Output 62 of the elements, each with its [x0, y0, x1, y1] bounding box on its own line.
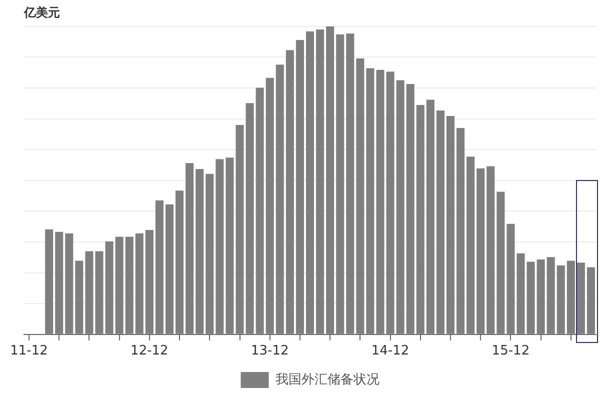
bar [246, 103, 254, 334]
x-tick-label: 11-12 [10, 344, 48, 359]
bar [566, 260, 575, 334]
bar [196, 169, 204, 334]
bar [456, 128, 465, 334]
bar [396, 80, 404, 334]
bar [65, 233, 74, 334]
bar [436, 110, 444, 334]
bar [506, 224, 515, 334]
x-tick-label: 12-12 [130, 344, 168, 359]
bar [105, 241, 114, 334]
bar [186, 163, 194, 334]
bar [155, 200, 164, 334]
bar [306, 31, 314, 334]
bar [316, 29, 324, 334]
bar [546, 257, 555, 334]
bar [165, 204, 174, 334]
x-tick-label: 14-12 [371, 344, 410, 359]
bar [95, 251, 104, 334]
x-tick-label: 15-12 [492, 344, 530, 359]
bar [556, 265, 565, 334]
bar [286, 50, 294, 334]
bar [296, 40, 304, 334]
bar [446, 116, 455, 334]
bar [366, 68, 374, 334]
bar [386, 72, 394, 334]
bar [55, 232, 64, 334]
bar [336, 34, 344, 334]
bar [125, 236, 134, 334]
bar [266, 78, 274, 334]
bar [476, 168, 485, 334]
bar [75, 260, 84, 334]
bar [85, 251, 94, 334]
bar [426, 100, 434, 334]
bar [466, 156, 475, 334]
bar [376, 70, 384, 334]
bar [45, 229, 54, 334]
bar [416, 104, 424, 334]
bar [216, 159, 224, 334]
legend-label: 我国外汇储备状况 [275, 372, 380, 388]
bar [256, 88, 264, 334]
bar [276, 64, 284, 334]
bar [206, 174, 214, 334]
y-axis-title: 亿美元 [23, 5, 60, 20]
bar [326, 26, 334, 334]
bar [346, 33, 354, 334]
bar [356, 58, 364, 334]
bar [526, 262, 535, 334]
x-tick-label: 13-12 [250, 344, 289, 359]
bar [135, 233, 144, 334]
bar [145, 230, 154, 334]
bar [586, 267, 595, 334]
bar [176, 190, 184, 334]
bar [536, 260, 545, 334]
bar [496, 192, 505, 334]
bar [516, 253, 525, 334]
bar [486, 166, 495, 334]
bar [236, 124, 244, 334]
bar [576, 262, 585, 334]
bar [115, 236, 124, 334]
bar [226, 158, 234, 334]
bar [406, 84, 414, 334]
